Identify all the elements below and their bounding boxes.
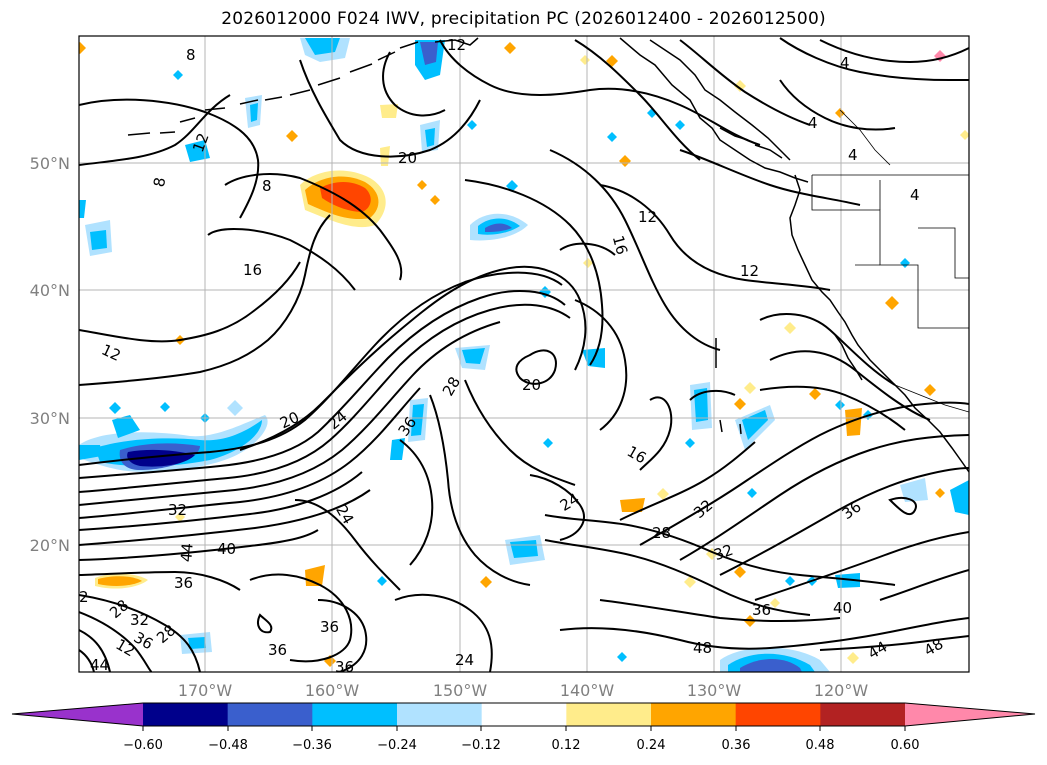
colorbar-segment	[312, 703, 398, 726]
svg-text:12: 12	[638, 208, 657, 226]
colorbar-segment	[651, 703, 737, 726]
lat-label-30n: 30°N	[30, 409, 70, 428]
svg-text:36: 36	[752, 601, 771, 619]
lat-label-50n: 50°N	[30, 154, 70, 173]
svg-text:24: 24	[455, 651, 474, 669]
svg-text:36: 36	[335, 658, 354, 676]
svg-text:0.24: 0.24	[637, 738, 666, 753]
svg-text:4: 4	[910, 186, 920, 204]
svg-text:36: 36	[174, 574, 193, 592]
svg-text:8: 8	[186, 46, 196, 64]
svg-text:4: 4	[840, 54, 850, 72]
lon-label-170w: 170°W	[178, 681, 233, 700]
colorbar-tick-labels: −0.60 −0.48 −0.36 −0.24 −0.12 0.12 0.24 …	[123, 738, 919, 753]
colorbar-segments	[12, 703, 1035, 726]
precipitation-shading	[79, 38, 969, 672]
svg-text:−0.48: −0.48	[208, 738, 248, 753]
svg-text:−0.24: −0.24	[377, 738, 417, 753]
longitude-axis: 170°W 160°W 150°W 140°W 130°W 120°W	[178, 681, 869, 700]
svg-text:16: 16	[243, 261, 262, 279]
svg-text:0.48: 0.48	[806, 738, 835, 753]
map-panel: 8 12 12 8 4 4 4 4 20 8 16 12 16 12 12 20…	[79, 36, 969, 676]
map-title: 2026012000 F024 IWV, precipitation PC (2…	[221, 9, 826, 29]
svg-text:32: 32	[130, 611, 149, 629]
coastlines	[127, 37, 969, 473]
svg-text:16: 16	[609, 234, 631, 257]
lon-label-150w: 150°W	[433, 681, 488, 700]
colorbar-segment	[481, 703, 567, 726]
svg-text:48: 48	[693, 639, 712, 657]
svg-text:44: 44	[90, 656, 109, 674]
svg-text:12: 12	[740, 262, 759, 280]
svg-text:4: 4	[808, 114, 818, 132]
svg-text:−0.36: −0.36	[292, 738, 332, 753]
lon-label-120w: 120°W	[814, 681, 869, 700]
colorbar: −0.60 −0.48 −0.36 −0.24 −0.12 0.12 0.24 …	[11, 702, 1036, 753]
colorbar-extend-min	[12, 703, 143, 726]
lon-label-140w: 140°W	[560, 681, 615, 700]
svg-text:−0.12: −0.12	[461, 738, 501, 753]
map-frame	[78, 35, 970, 673]
svg-text:0.60: 0.60	[891, 738, 920, 753]
svg-text:4: 4	[848, 146, 858, 164]
svg-text:0.36: 0.36	[722, 738, 751, 753]
svg-text:32: 32	[711, 541, 735, 564]
svg-text:8: 8	[150, 176, 169, 189]
lon-label-160w: 160°W	[305, 681, 360, 700]
svg-text:20: 20	[398, 149, 417, 167]
colorbar-segment	[397, 703, 483, 726]
svg-text:8: 8	[262, 177, 272, 195]
iwv-contours	[79, 37, 969, 672]
svg-text:40: 40	[833, 599, 852, 617]
colorbar-segment	[227, 703, 313, 726]
svg-text:12: 12	[447, 36, 466, 54]
lon-label-130w: 130°W	[687, 681, 742, 700]
svg-text:2: 2	[79, 588, 89, 606]
latitude-axis: 50°N 40°N 30°N 20°N	[30, 154, 70, 555]
svg-text:0.12: 0.12	[552, 738, 581, 753]
svg-text:20: 20	[522, 376, 541, 394]
lat-label-20n: 20°N	[30, 536, 70, 555]
svg-text:28: 28	[652, 524, 671, 542]
colorbar-extend-max	[905, 703, 1035, 726]
svg-text:44: 44	[177, 542, 197, 563]
lat-label-40n: 40°N	[30, 281, 70, 300]
svg-text:36: 36	[320, 618, 339, 636]
colorbar-segment	[143, 703, 229, 726]
svg-text:40: 40	[217, 540, 236, 558]
svg-text:32: 32	[168, 501, 187, 519]
colorbar-segment	[820, 703, 906, 726]
svg-text:36: 36	[268, 641, 287, 659]
svg-text:−0.60: −0.60	[123, 738, 163, 753]
colorbar-segment	[566, 703, 652, 726]
colorbar-ticks	[142, 726, 906, 731]
colorbar-segment	[735, 703, 821, 726]
svg-text:12: 12	[189, 131, 212, 155]
political-borders	[811, 109, 969, 413]
